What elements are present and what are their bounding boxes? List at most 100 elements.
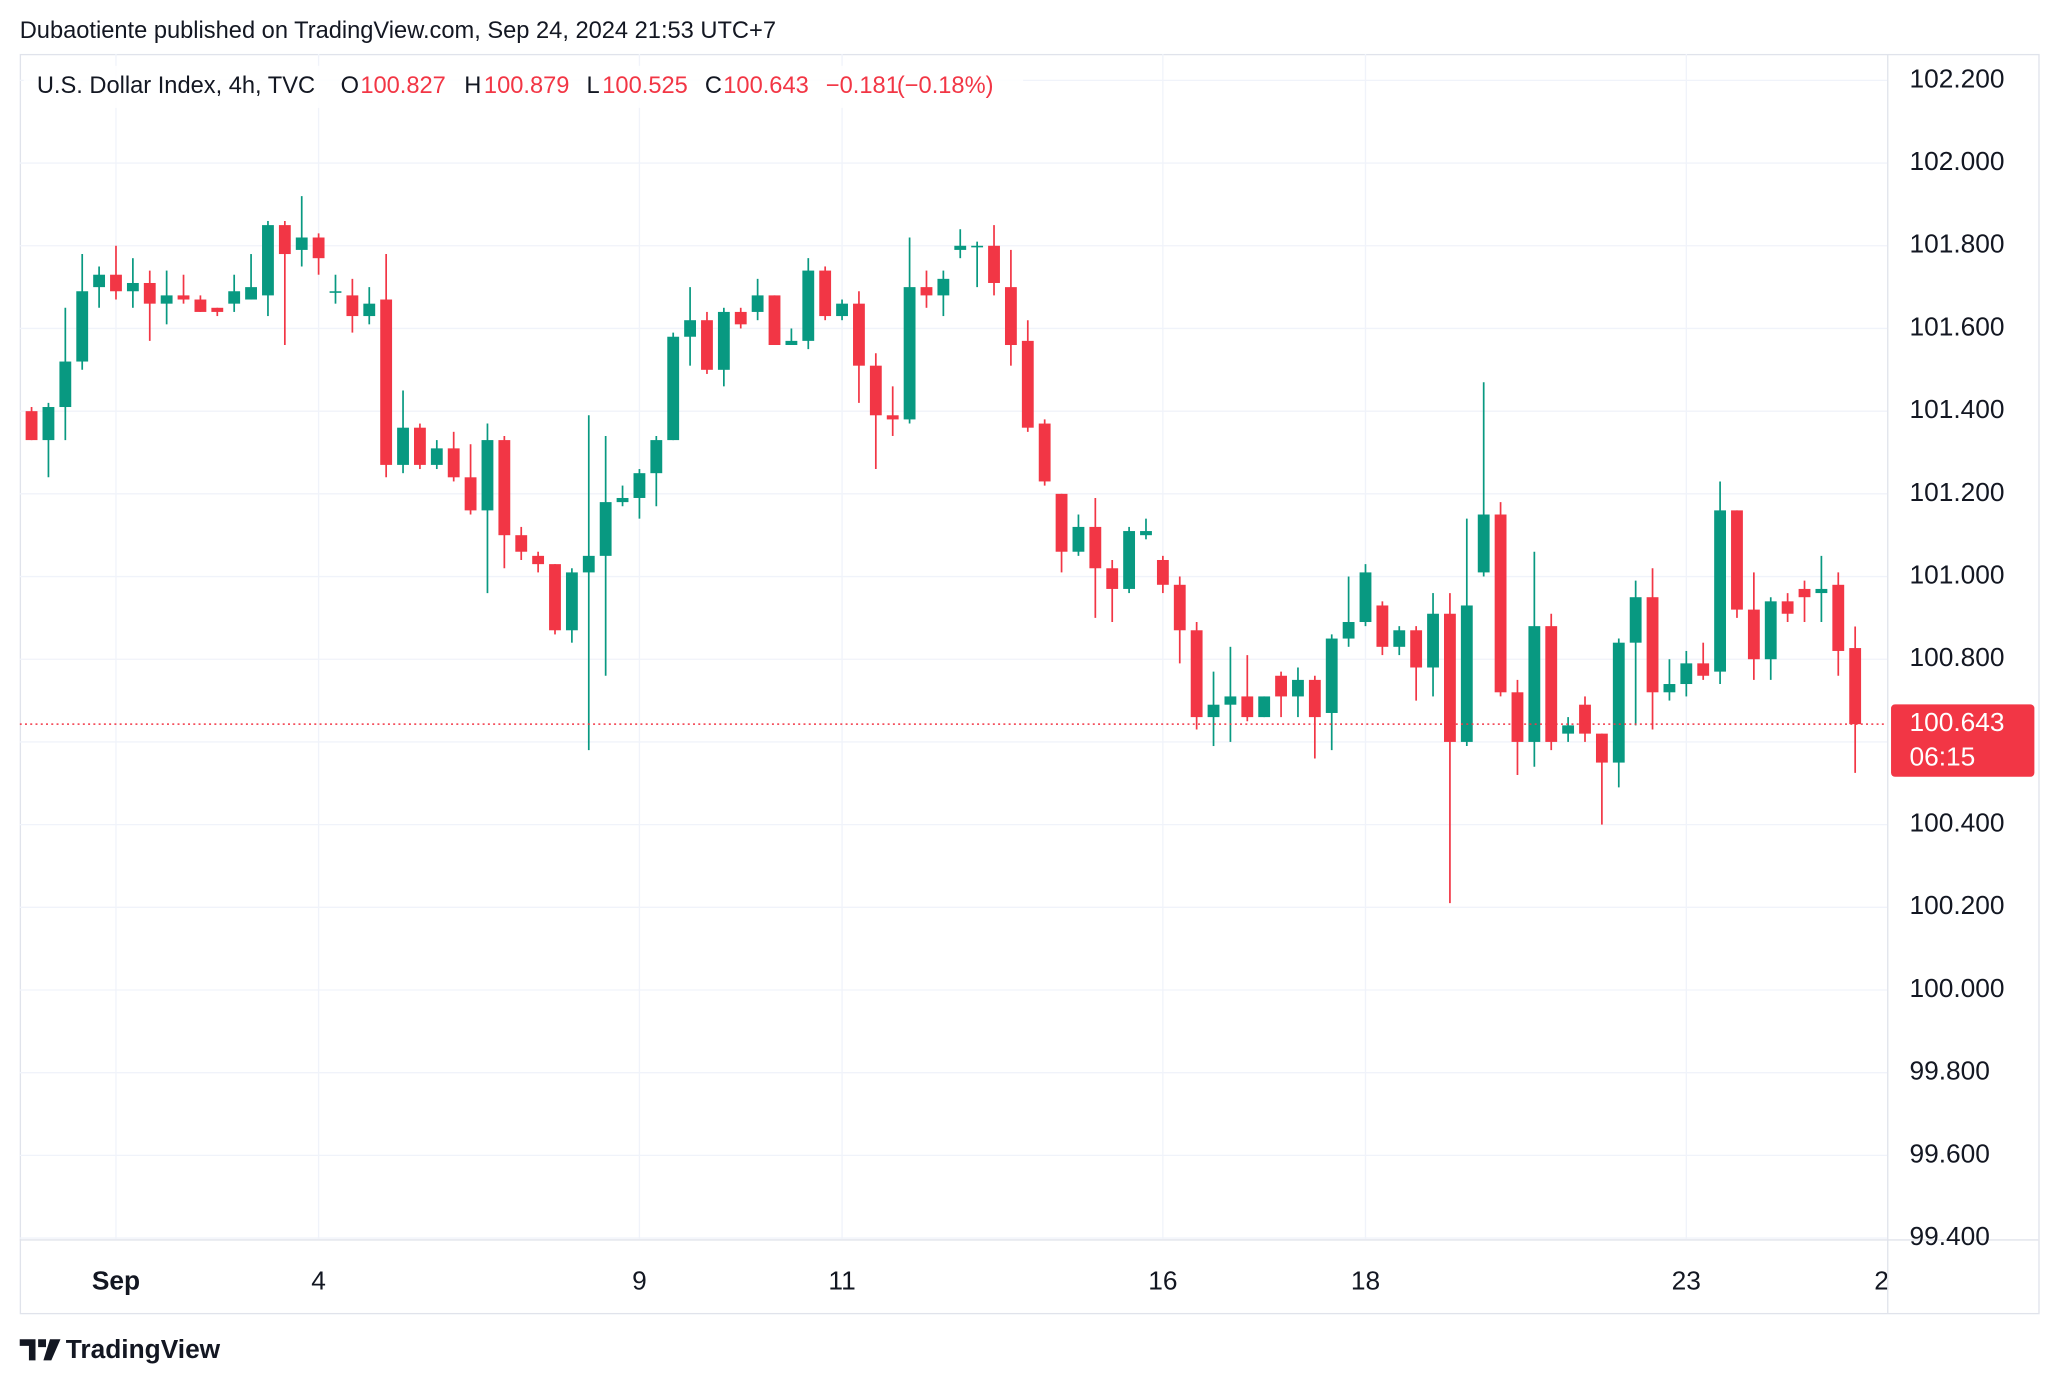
candle-body [1427,613,1439,668]
candle-body [1595,733,1608,763]
candle-body [1460,605,1473,742]
legend-close: 100.643 [723,73,808,99]
legend-change-pct: (−0.18%) [897,73,994,99]
candle-body [616,497,629,503]
candle-body [667,336,680,441]
y-tick-label: 100.200 [1909,890,2004,920]
candle-body [1292,679,1304,697]
candle-body [363,303,376,317]
publish-header: Dubaotiente published on TradingView.com… [20,18,776,44]
chart-frame [19,53,2040,1315]
candle-body [1663,684,1676,693]
candle-body [1325,638,1338,713]
candle-body [1444,613,1456,742]
y-tick-label: 102.200 [1909,63,2004,93]
candle-body [1207,704,1220,718]
candle-body [1089,526,1102,569]
candle-body [717,311,730,370]
candle-body [59,361,72,408]
legend: U.S. Dollar Index, 4h, TVC O 100.827 H 1… [23,65,1024,108]
grid [19,53,1888,1240]
candle-body [1612,642,1625,763]
legend-low-label: L [587,73,600,99]
candle-body [1190,630,1203,718]
candle-body [751,295,764,312]
candle-body [582,555,595,573]
candle-body [1224,696,1237,705]
legend-open-label: O [341,73,359,99]
candle-body [1156,559,1169,585]
candle-body [430,448,443,465]
candle-body [1004,287,1017,346]
candle-body [278,225,291,255]
candle-body [1021,340,1034,428]
candle-body [599,502,612,556]
candle-body [1393,630,1406,647]
candle-body [1781,601,1794,614]
candle-body [1798,588,1811,598]
candle-body [1275,675,1287,697]
candle-body [1747,609,1760,660]
candle-body [532,555,545,565]
candle-body [228,291,241,304]
candle-body [1629,597,1642,643]
candle-body [464,477,477,511]
candle-body [684,320,697,337]
x-tick-label: 16 [1148,1266,1177,1296]
candle-body [701,320,713,370]
candle-body [937,278,950,296]
candle-body [126,282,139,292]
x-tick-label: 25 [1874,1266,1903,1296]
y-tick-label: 101.400 [1909,394,2004,424]
candle-body [903,287,916,420]
candle-body [1376,605,1389,647]
y-tick-label: 101.200 [1909,477,2004,507]
legend-change: −0.181 [826,73,899,99]
candle-body [734,311,747,325]
candle-body [954,245,967,250]
legend-title: U.S. Dollar Index, 4h, TVC [37,73,315,99]
legend-low: 100.525 [602,73,687,99]
candle-body [869,365,882,416]
candle-body [262,225,274,296]
candle-body [76,291,89,362]
candle-body [650,440,663,474]
y-tick-label: 100.000 [1909,973,2004,1003]
candle-body [1646,597,1659,693]
candle-body [1849,648,1862,725]
y-tick-label: 100.400 [1909,808,2004,838]
candle-body [346,295,359,317]
legend-open: 100.827 [360,73,445,99]
plot-area [19,196,1888,904]
candle-body [160,295,173,304]
candle-body [836,303,848,317]
candle-body [1359,572,1372,623]
countdown-label: 06:15 [1909,741,1975,771]
candle-body [397,427,409,465]
candle-body [1241,696,1254,718]
y-tick-label: 99.800 [1909,1056,1989,1086]
candle-body [1545,626,1558,742]
candle-body [1494,514,1507,693]
time-axis: Sep 4 9 11 16 18 23 25 [92,1266,1903,1296]
candle-body [414,427,426,465]
y-tick-label: 102.000 [1909,146,2004,176]
candle-body [211,307,224,312]
candle-body [1258,696,1271,718]
candle-body [25,411,38,441]
candle-body [920,287,933,296]
candle-body [1815,588,1828,594]
x-tick-label: 23 [1672,1266,1701,1296]
y-tick-label: 101.000 [1909,559,2004,589]
x-tick-label: 4 [311,1266,326,1296]
candle-body [295,237,308,250]
y-tick-label: 100.800 [1909,642,2004,672]
y-tick-label: 99.600 [1909,1138,1989,1168]
candle-body [1832,584,1845,651]
x-tick-label: 18 [1351,1266,1380,1296]
candle-body [819,270,832,317]
x-tick-label: Sep [92,1266,140,1296]
legend-background [23,65,1024,108]
footer-logo: TradingView [19,1334,221,1364]
